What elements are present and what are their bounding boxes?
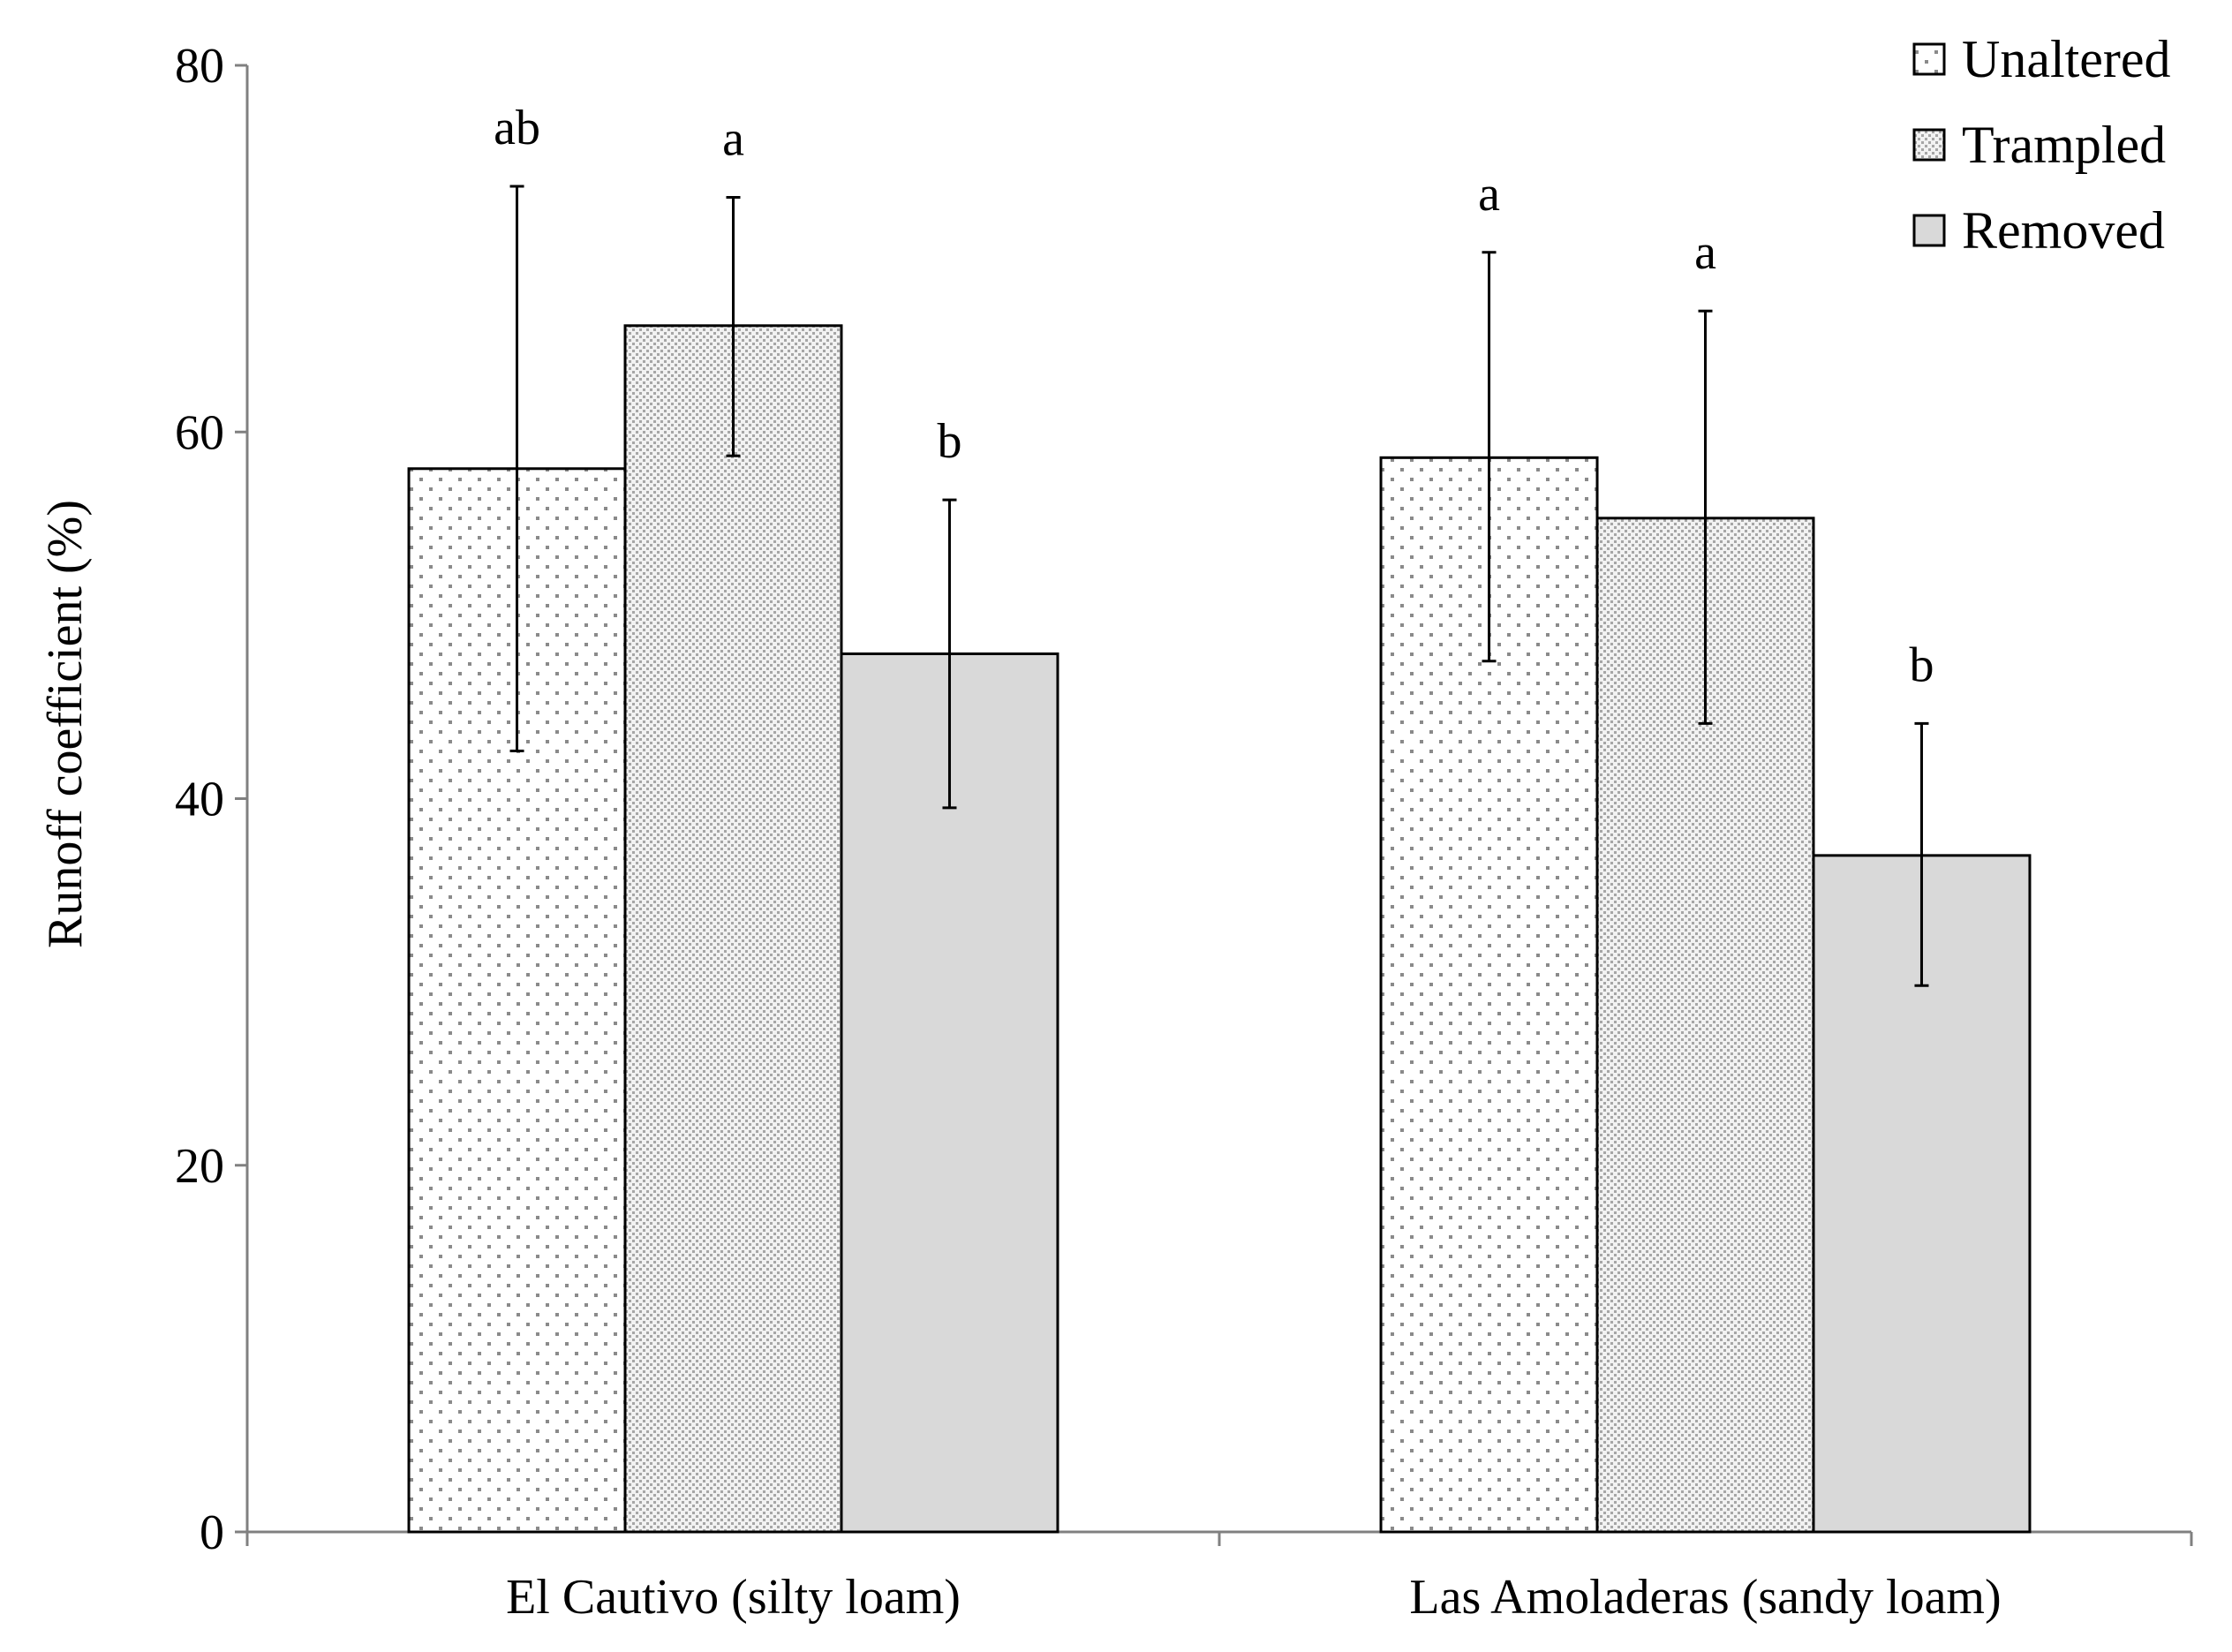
x-category-label: Las Amoladeras (sandy loam) xyxy=(1409,1570,2001,1625)
legend-swatch-trampled xyxy=(1912,128,1946,162)
error-bars xyxy=(509,185,1929,987)
y-axis-title: Runoff coefficient (%) xyxy=(38,500,93,948)
significance-letter: a xyxy=(1694,225,1716,280)
significance-letter: a xyxy=(1478,167,1500,222)
legend-swatch-unaltered xyxy=(1912,42,1946,76)
legend-label: Unaltered xyxy=(1962,30,2171,88)
bar-series xyxy=(407,324,2032,1534)
y-tick-label: 60 xyxy=(175,405,224,460)
x-axis-ticks: El Cautivo (silty loam) Las Amoladeras (s… xyxy=(245,1532,2193,1625)
x-category-label: El Cautivo (silty loam) xyxy=(506,1570,961,1625)
significance-letter: b xyxy=(937,414,961,469)
y-axis-ticks: 0 20 40 60 80 xyxy=(175,39,247,1560)
y-tick-label: 20 xyxy=(175,1139,224,1194)
y-tick-label: 40 xyxy=(175,773,224,827)
y-tick-label: 80 xyxy=(175,39,224,94)
significance-letter: a xyxy=(722,111,744,166)
significance-letter: ab xyxy=(494,101,540,155)
y-tick-label: 0 xyxy=(200,1505,224,1560)
legend: Unaltered Trampled Removed xyxy=(1912,30,2171,260)
bar-trampled-1 xyxy=(623,324,843,1534)
significance-letter: b xyxy=(1909,637,1934,692)
legend-label: Trampled xyxy=(1962,116,2166,174)
legend-label: Removed xyxy=(1962,201,2165,260)
legend-swatch-removed xyxy=(1912,214,1946,247)
